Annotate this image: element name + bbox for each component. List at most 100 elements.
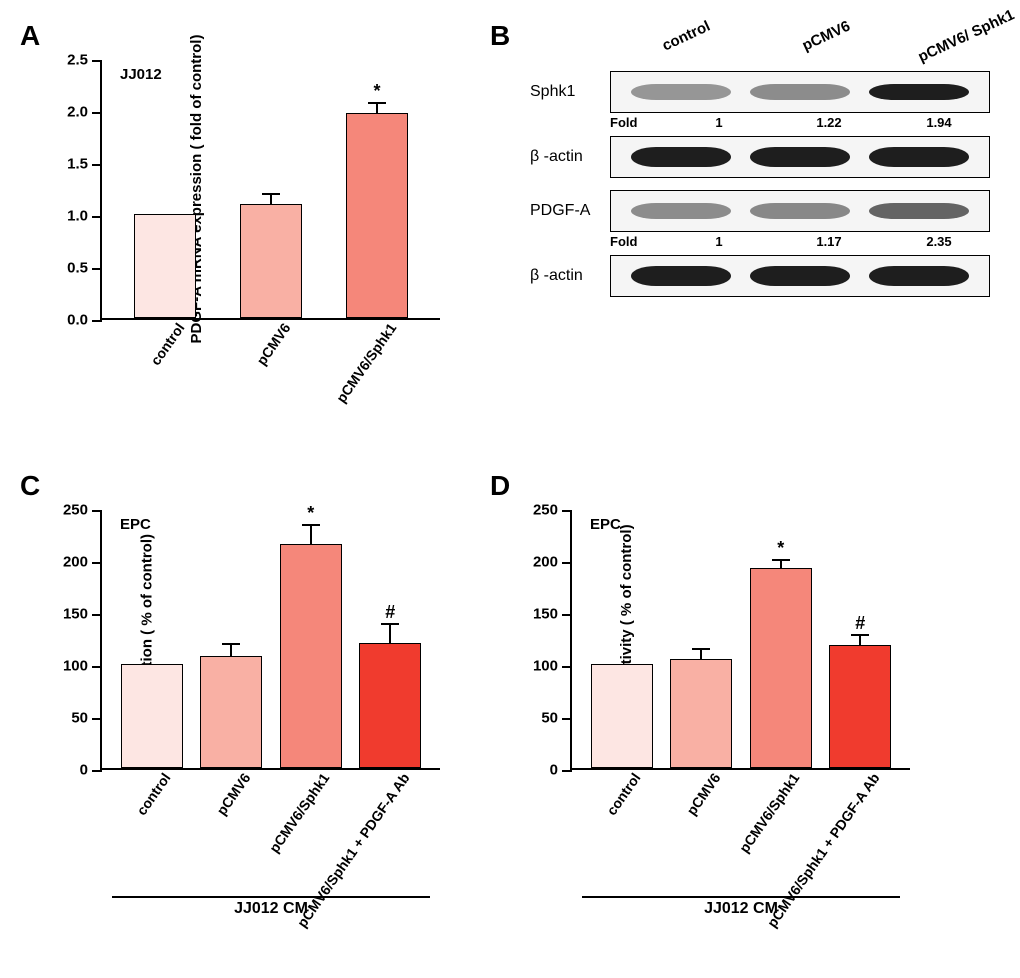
- blot-row: Sphk1: [530, 71, 1000, 113]
- band: [631, 266, 731, 286]
- error-bar: [780, 560, 782, 569]
- panel-b-blots: controlpCMV6pCMV6/ Sphk1 Sphk1Fold11.221…: [490, 20, 1000, 297]
- band: [869, 147, 969, 167]
- significance-marker: *: [307, 503, 314, 524]
- ytick: [92, 510, 102, 512]
- error-bar: [389, 624, 391, 644]
- error-bar: [859, 635, 861, 646]
- ytick: [562, 770, 572, 772]
- ytick: [92, 770, 102, 772]
- panel-c-bars: *#: [102, 510, 440, 768]
- blot-box: [610, 255, 990, 297]
- lane-label: control: [633, 5, 740, 67]
- fold-value: 1.94: [884, 115, 994, 130]
- panel-a: A PDGF-A mRNA expression ( fold of contr…: [20, 20, 470, 460]
- ytick-label: 1.0: [54, 208, 88, 225]
- bar: #: [359, 643, 421, 768]
- bar: [200, 656, 262, 768]
- significance-marker: #: [385, 602, 395, 623]
- blot-box: [610, 190, 990, 232]
- bar: *: [346, 113, 408, 318]
- ytick-label: 2.5: [54, 52, 88, 69]
- significance-marker: *: [777, 538, 784, 559]
- ytick: [92, 666, 102, 668]
- band: [631, 84, 731, 100]
- bar: *: [750, 568, 812, 768]
- panel-c-underline: [112, 896, 430, 898]
- panel-b-letter: B: [490, 20, 510, 52]
- bar: [591, 664, 653, 768]
- bar-wrap: #: [829, 645, 891, 768]
- panel-a-chart: PDGF-A mRNA expression ( fold of control…: [100, 60, 440, 320]
- band: [750, 266, 850, 286]
- lane-label: pCMV6: [773, 5, 880, 67]
- band: [631, 203, 731, 219]
- panel-a-bars: *: [102, 60, 440, 318]
- ytick: [92, 718, 102, 720]
- blot-label: β -actin: [530, 267, 610, 285]
- bar-wrap: [134, 214, 196, 318]
- ytick: [92, 216, 102, 218]
- ytick: [92, 60, 102, 62]
- fold-row: Fold11.221.94: [610, 115, 1000, 130]
- ytick-label: 1.5: [54, 156, 88, 173]
- blot-label: Sphk1: [530, 83, 610, 101]
- ytick: [562, 510, 572, 512]
- fold-label: Fold: [610, 115, 664, 130]
- blot-label: β -actin: [530, 148, 610, 166]
- bar-wrap: #: [359, 643, 421, 768]
- ytick-label: 0: [524, 762, 558, 779]
- bar-wrap: [121, 664, 183, 768]
- bar-wrap: [240, 204, 302, 318]
- panel-c-letter: C: [20, 470, 40, 502]
- ytick: [92, 562, 102, 564]
- ytick: [92, 268, 102, 270]
- ytick: [92, 320, 102, 322]
- bar-wrap: [591, 664, 653, 768]
- fold-value: 1: [664, 234, 774, 249]
- fold-value: 1.22: [774, 115, 884, 130]
- bar: *: [280, 544, 342, 768]
- panel-d-underline: [582, 896, 900, 898]
- bar-wrap: *: [280, 544, 342, 768]
- panel-d-letter: D: [490, 470, 510, 502]
- panel-c-xtitle: JJ012 CM: [102, 900, 440, 918]
- blot-lane-labels: controlpCMV6pCMV6/ Sphk1: [610, 50, 1000, 67]
- band: [750, 147, 850, 167]
- blot-row: PDGF-A: [530, 190, 1000, 232]
- fold-value: 2.35: [884, 234, 994, 249]
- bar-wrap: *: [346, 113, 408, 318]
- ytick-label: 50: [524, 710, 558, 727]
- band: [750, 203, 850, 219]
- figure-grid: A PDGF-A mRNA expression ( fold of contr…: [20, 20, 1000, 950]
- blot-rows: Sphk1Fold11.221.94β -actinPDGF-AFold11.1…: [530, 71, 1000, 297]
- ytick-label: 0.0: [54, 312, 88, 329]
- fold-value: 1: [664, 115, 774, 130]
- bar: [121, 664, 183, 768]
- ytick-label: 0.5: [54, 260, 88, 277]
- ytick: [92, 164, 102, 166]
- band: [869, 203, 969, 219]
- error-bar: [230, 644, 232, 656]
- panel-c-chart: tube formation ( % of control) EPC *# co…: [100, 510, 440, 770]
- panel-b: B controlpCMV6pCMV6/ Sphk1 Sphk1Fold11.2…: [490, 20, 1000, 460]
- ytick: [92, 614, 102, 616]
- bar: [134, 214, 196, 318]
- error-bar: [376, 103, 378, 114]
- blot-row: β -actin: [530, 255, 1000, 297]
- panel-d-bars: *#: [572, 510, 910, 768]
- band: [869, 84, 969, 100]
- bar: [240, 204, 302, 318]
- ytick-label: 200: [524, 554, 558, 571]
- panel-d-xtitle: JJ012 CM: [572, 900, 910, 918]
- fold-label: Fold: [610, 234, 664, 249]
- ytick-label: 100: [524, 658, 558, 675]
- ytick-label: 100: [54, 658, 88, 675]
- band: [631, 147, 731, 167]
- error-bar: [310, 525, 312, 546]
- ytick-label: 2.0: [54, 104, 88, 121]
- blot-box: [610, 71, 990, 113]
- ytick: [562, 666, 572, 668]
- panel-a-letter: A: [20, 20, 40, 52]
- significance-marker: #: [855, 613, 865, 634]
